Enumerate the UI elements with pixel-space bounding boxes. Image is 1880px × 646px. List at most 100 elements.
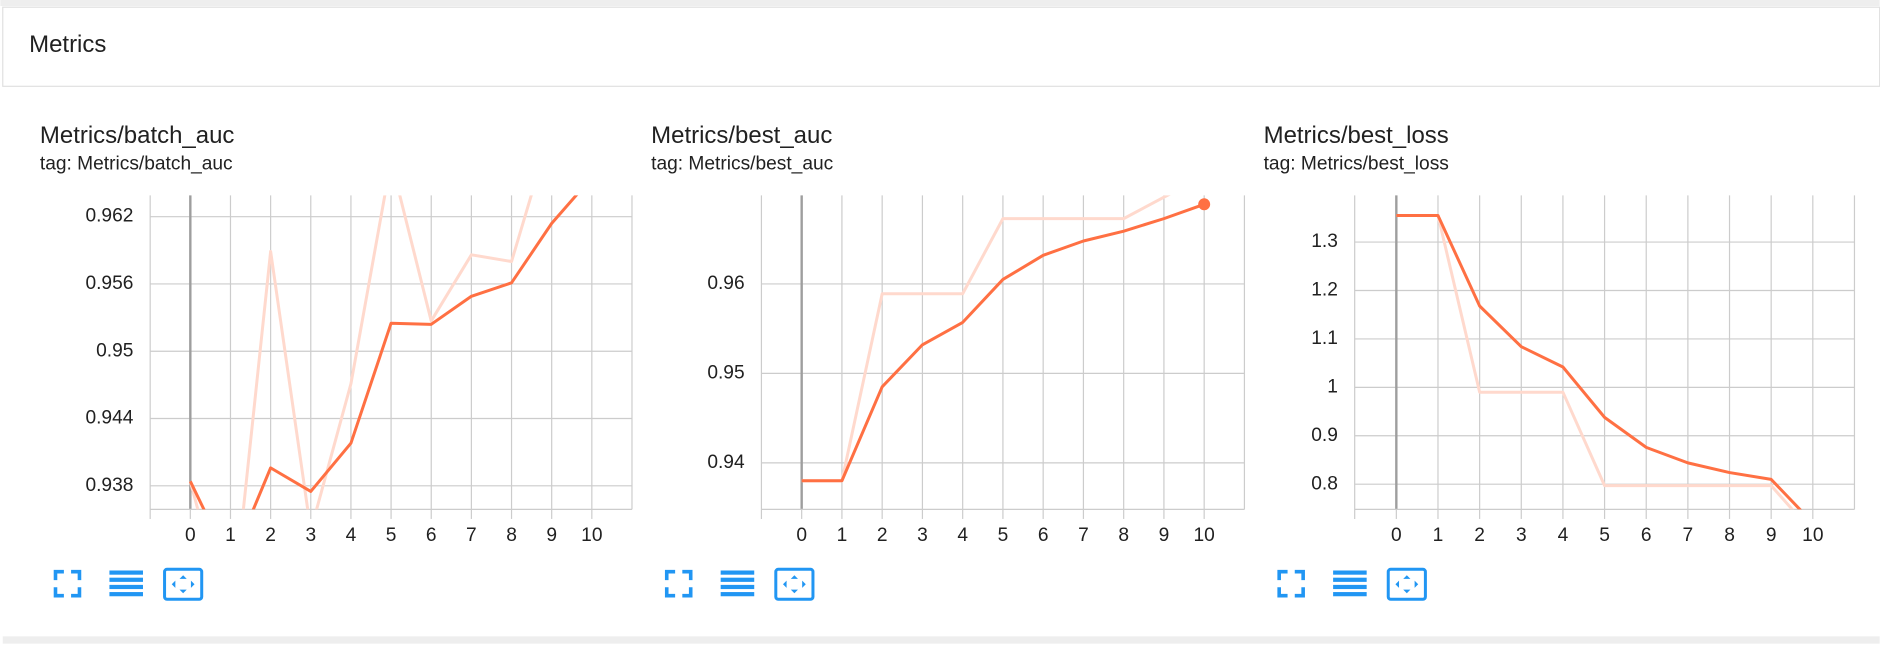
x-tick-label: 3 <box>305 525 316 546</box>
y-tick-label: 0.962 <box>85 206 133 227</box>
icon <box>1395 575 1419 594</box>
y-tick-label: 0.8 <box>1311 473 1338 494</box>
x-tick-label: 7 <box>1683 525 1694 546</box>
x-tick-label: 8 <box>506 525 517 546</box>
y-tick-label: 0.9 <box>1311 425 1338 446</box>
fullscreen-button[interactable] <box>664 569 693 598</box>
icon <box>53 569 82 598</box>
series-line <box>188 195 579 510</box>
x-tick-label: 1 <box>837 525 848 546</box>
x-tick-label: 10 <box>1194 525 1215 546</box>
x-tick-label: 1 <box>225 525 236 546</box>
icon <box>664 569 693 598</box>
x-tick-label: 10 <box>581 525 602 546</box>
x-tick-label: 3 <box>917 525 928 546</box>
x-tick-label: 6 <box>1038 525 1049 546</box>
icon <box>782 575 806 594</box>
icon <box>720 570 755 575</box>
plot <box>149 195 633 519</box>
lines <box>1396 213 1802 510</box>
series-line <box>1396 213 1795 510</box>
data-table-button[interactable] <box>1333 570 1367 597</box>
header-title: Metrics <box>29 31 106 58</box>
icon <box>109 592 143 597</box>
chart-subtitle: tag: Metrics/best_auc <box>651 153 833 174</box>
x-tick-label: 6 <box>1641 525 1652 546</box>
x-tick-label: 7 <box>1078 525 1089 546</box>
x-tick-label: 2 <box>877 525 888 546</box>
icon <box>1333 584 1367 590</box>
y-tick-label: 1.3 <box>1311 231 1338 252</box>
x-tick-label: 2 <box>1474 525 1485 546</box>
x-tick-label: 9 <box>1766 525 1777 546</box>
y-tick-label: 0.96 <box>707 273 744 294</box>
x-tick-label: 0 <box>796 525 807 546</box>
lines <box>188 195 579 510</box>
x-tick-label: 4 <box>957 525 968 546</box>
data-table-button[interactable] <box>109 570 143 597</box>
y-tick-label: 0.956 <box>85 273 133 294</box>
icon <box>1333 570 1367 575</box>
icon <box>720 577 755 582</box>
x-tick-label: 2 <box>265 525 276 546</box>
y-tick-label: 1.2 <box>1311 280 1338 301</box>
chart-subtitle: tag: Metrics/batch_auc <box>40 153 233 174</box>
x-tick-label: 9 <box>546 525 557 546</box>
chart-title: Metrics/batch_auc <box>40 122 235 149</box>
x-tick-label: 8 <box>1118 525 1129 546</box>
header-box <box>2 6 1880 87</box>
icon <box>720 592 755 597</box>
x-tick-label: 1 <box>1433 525 1444 546</box>
series-line <box>188 195 533 510</box>
top-strip <box>0 0 1880 6</box>
plot <box>760 195 1246 519</box>
x-tick-label: 10 <box>1802 525 1823 546</box>
y-tick-label: 0.95 <box>707 362 744 383</box>
x-tick-label: 6 <box>426 525 437 546</box>
x-tick-label: 8 <box>1724 525 1735 546</box>
x-tick-label: 7 <box>466 525 477 546</box>
x-tick-label: 0 <box>185 525 196 546</box>
series-line <box>1396 213 1802 510</box>
fullscreen-button[interactable] <box>53 569 82 598</box>
chart-title: Metrics/best_auc <box>651 122 832 149</box>
x-tick-label: 5 <box>998 525 1009 546</box>
data-table-button[interactable] <box>720 570 755 597</box>
chart-subtitle: tag: Metrics/best_loss <box>1264 153 1449 174</box>
y-tick-label: 1 <box>1327 376 1338 397</box>
icon <box>1333 592 1367 597</box>
x-tick-label: 4 <box>1558 525 1569 546</box>
icon <box>774 567 815 601</box>
icon <box>1333 577 1367 582</box>
series-line <box>801 195 1171 483</box>
fullscreen-button[interactable] <box>1277 569 1305 598</box>
fit-domain-button[interactable] <box>163 567 204 601</box>
icon <box>720 584 755 590</box>
x-tick-label: 4 <box>346 525 357 546</box>
x-tick-label: 5 <box>386 525 397 546</box>
plot <box>1354 195 1856 519</box>
x-tick-label: 0 <box>1391 525 1402 546</box>
x-tick-label: 3 <box>1516 525 1527 546</box>
fit-domain-button[interactable] <box>774 567 815 601</box>
series-line <box>801 202 1205 483</box>
x-tick-label: 5 <box>1599 525 1610 546</box>
icon <box>171 575 195 594</box>
x-tick-label: 9 <box>1159 525 1170 546</box>
y-tick-label: 0.944 <box>85 408 133 429</box>
lines <box>801 195 1205 483</box>
icon <box>109 577 143 582</box>
y-tick-label: 1.1 <box>1311 328 1338 349</box>
chart-title: Metrics/best_loss <box>1264 122 1449 149</box>
highlight-point <box>1198 198 1211 211</box>
y-tick-label: 0.94 <box>707 452 745 473</box>
icon <box>163 567 204 601</box>
icon <box>1386 567 1427 601</box>
icon <box>109 570 143 575</box>
y-tick-label: 0.95 <box>96 340 133 361</box>
fit-domain-button[interactable] <box>1386 567 1427 601</box>
icon <box>109 584 143 590</box>
